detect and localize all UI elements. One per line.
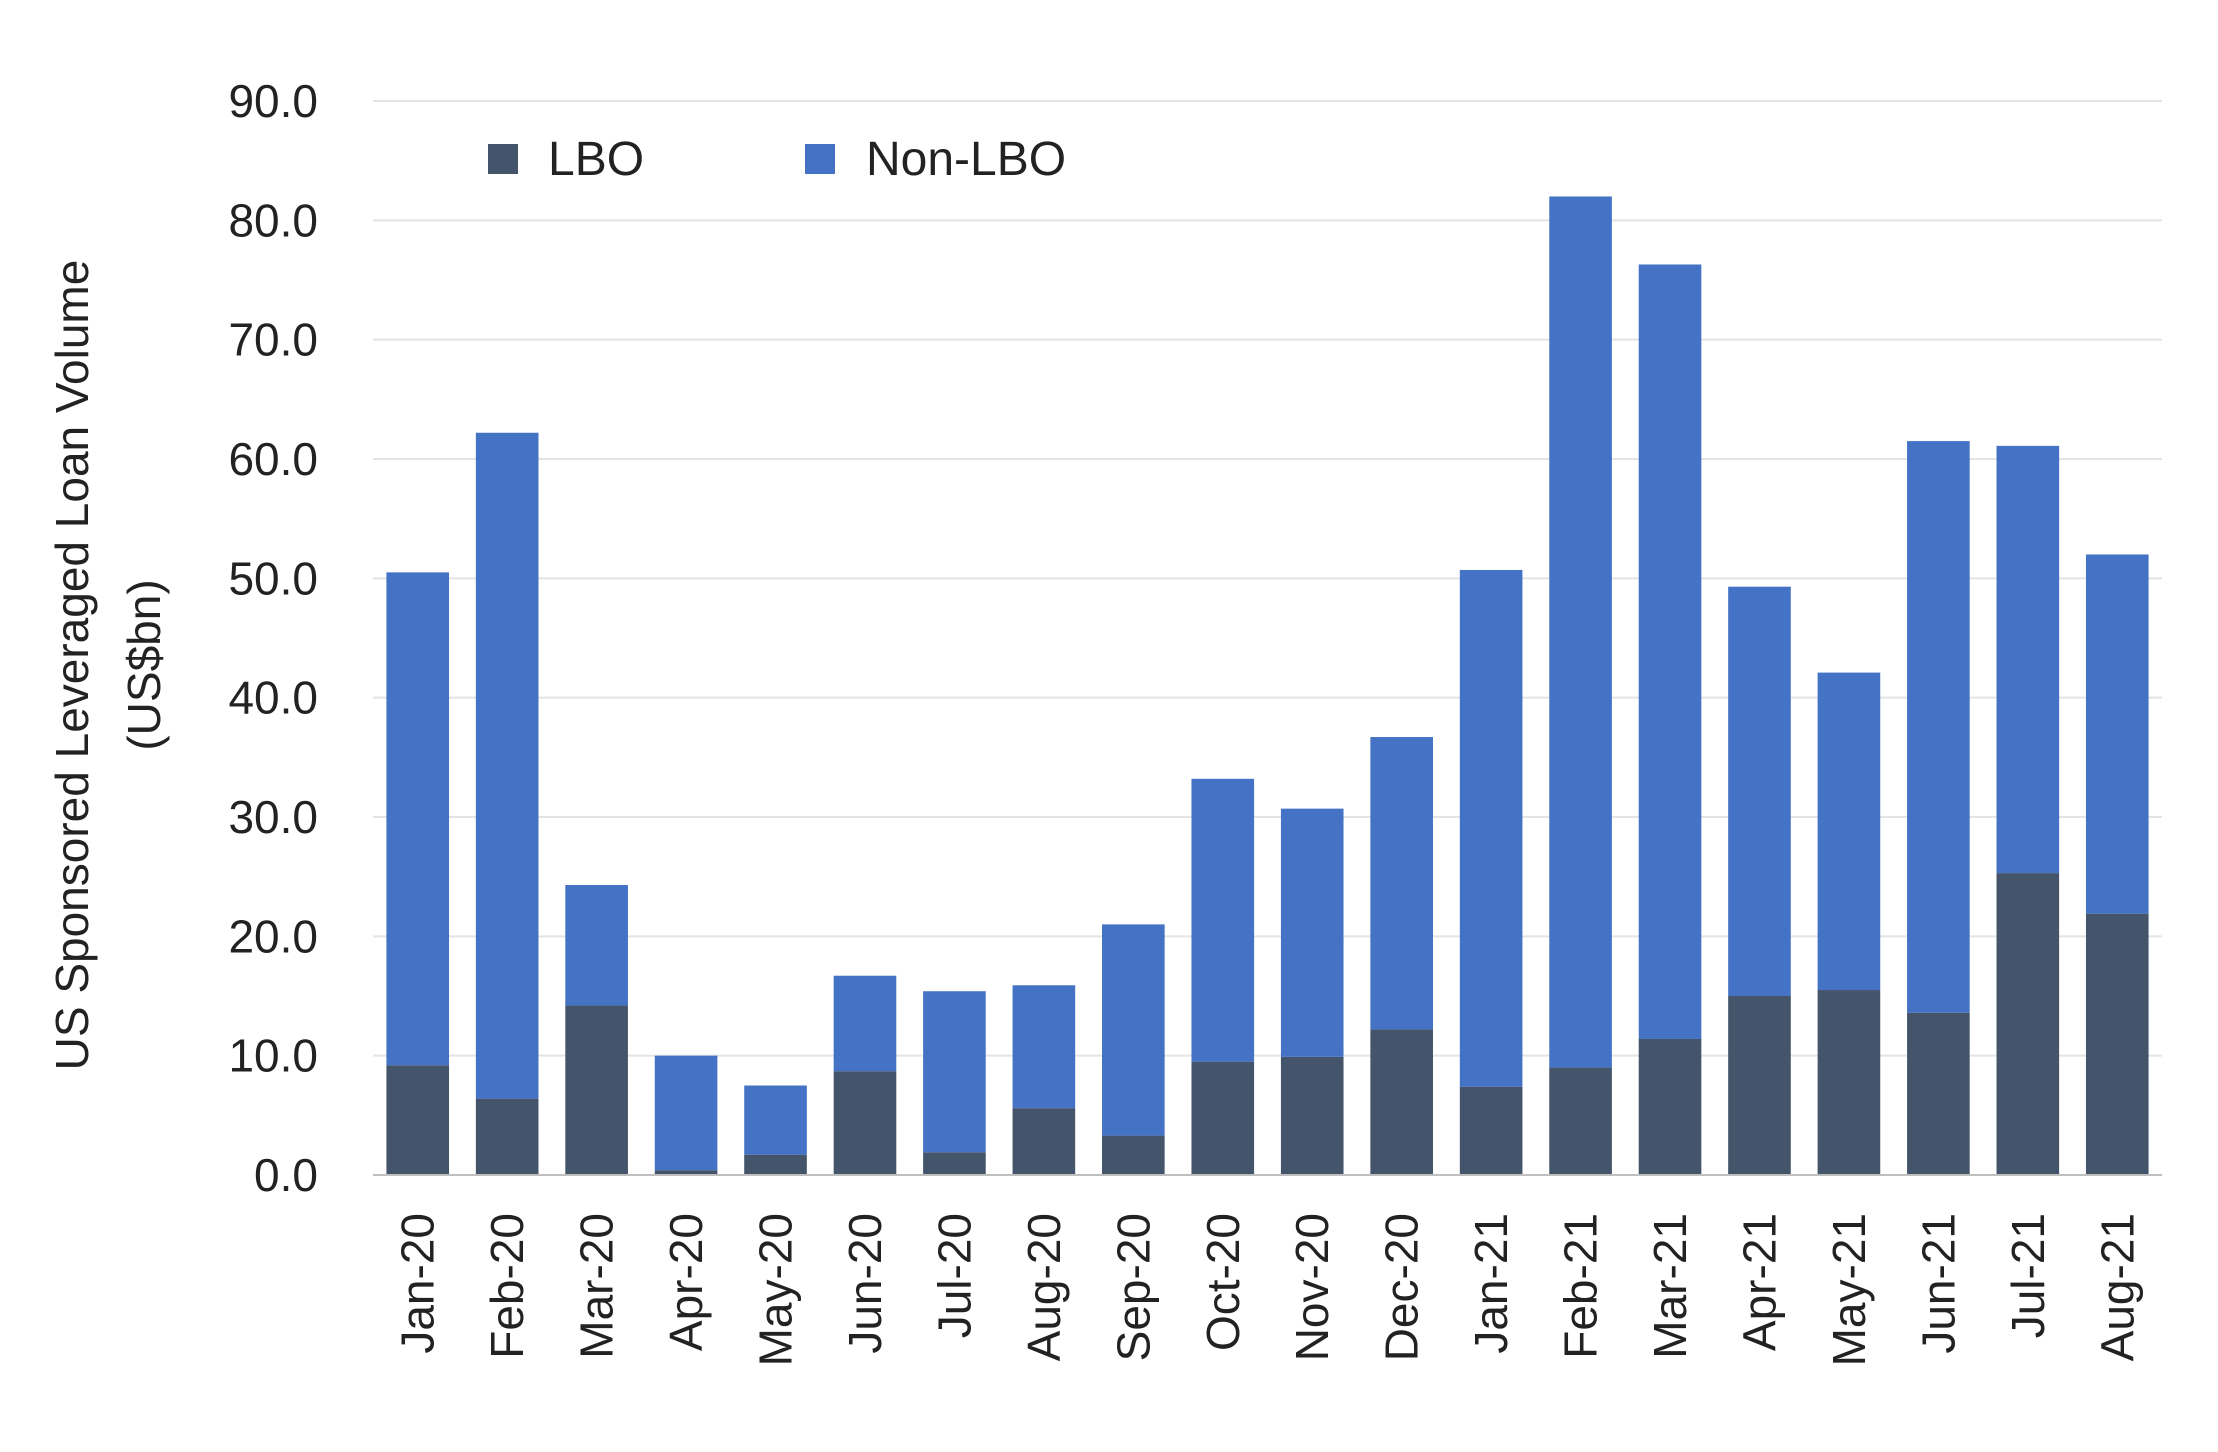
legend: LBO Non-LBO <box>488 133 1066 186</box>
bar-non-lbo-mar-20 <box>565 885 628 1006</box>
bar-lbo-jan-21 <box>1459 1086 1523 1175</box>
bar-non-lbo-nov-20 <box>1280 808 1344 1057</box>
bar-lbo-oct-20 <box>1191 1061 1255 1175</box>
x-tick-label: Nov-20 <box>1286 1213 1338 1361</box>
bar-lbo-feb-21 <box>1549 1067 1612 1175</box>
bar-non-lbo-dec-20 <box>1370 737 1433 1030</box>
bar-non-lbo-may-21 <box>1817 672 1881 991</box>
bar-lbo-aug-20 <box>1012 1108 1076 1175</box>
x-tick-label: Dec-20 <box>1376 1213 1428 1361</box>
y-tick-label: 30.0 <box>228 791 318 843</box>
bar-non-lbo-aug-21 <box>2085 554 2149 914</box>
bar-lbo-may-20 <box>744 1154 807 1175</box>
legend-label-non-lbo: Non-LBO <box>866 133 1066 186</box>
bar-lbo-sep-20 <box>1102 1135 1165 1175</box>
bar-lbo-nov-20 <box>1280 1056 1344 1175</box>
bar-lbo-mar-20 <box>565 1005 628 1175</box>
bar-lbo-apr-20 <box>654 1170 718 1175</box>
bar-non-lbo-feb-21 <box>1549 196 1612 1068</box>
bar-non-lbo-feb-20 <box>475 432 539 1099</box>
bars <box>386 196 2149 1175</box>
bar-non-lbo-apr-21 <box>1728 586 1791 996</box>
y-tick-label: 70.0 <box>228 314 318 366</box>
y-tick-label: 40.0 <box>228 672 318 724</box>
x-tick-label: May-21 <box>1823 1213 1875 1366</box>
bar-lbo-dec-20 <box>1370 1029 1433 1175</box>
x-axis-tick-labels: Jan-20 Feb-20 Mar-20 Apr-20 May-20 Jun-20 Jul-… <box>392 1213 2144 1366</box>
x-tick-label: Aug-20 <box>1018 1213 1070 1361</box>
y-axis-title: US Sponsored Leveraged Loan Volume (US$b… <box>46 260 170 1071</box>
y-tick-label: 10.0 <box>228 1030 318 1082</box>
y-tick-label: 60.0 <box>228 433 318 485</box>
bar-non-lbo-jan-20 <box>386 572 450 1066</box>
x-tick-label: Jan-20 <box>392 1213 444 1354</box>
y-axis-title-line2: (US$bn) <box>118 579 170 750</box>
y-tick-label: 80.0 <box>228 194 318 246</box>
bar-non-lbo-oct-20 <box>1191 778 1255 1062</box>
bar-non-lbo-may-20 <box>744 1085 807 1155</box>
legend-swatch-non-lbo <box>805 144 835 174</box>
bar-lbo-mar-21 <box>1638 1038 1702 1175</box>
bar-lbo-jun-21 <box>1907 1012 1970 1175</box>
legend-label-lbo: LBO <box>548 133 644 186</box>
bar-lbo-feb-20 <box>475 1098 539 1175</box>
bar-non-lbo-jun-20 <box>833 975 897 1072</box>
bar-lbo-jul-21 <box>1996 873 2060 1175</box>
x-tick-label: Sep-20 <box>1107 1213 1159 1361</box>
bar-lbo-jan-20 <box>386 1065 450 1175</box>
x-tick-label: Mar-21 <box>1644 1213 1696 1359</box>
bar-non-lbo-jun-21 <box>1907 441 1970 1013</box>
x-tick-label: Jun-20 <box>839 1213 891 1354</box>
x-tick-label: May-20 <box>750 1213 802 1366</box>
y-tick-label: 20.0 <box>228 910 318 962</box>
legend-swatch-lbo <box>488 144 518 174</box>
bar-non-lbo-jul-21 <box>1996 445 2060 874</box>
x-tick-label: Feb-21 <box>1555 1213 1607 1359</box>
bar-non-lbo-sep-20 <box>1102 924 1165 1136</box>
x-tick-label: Jan-21 <box>1465 1213 1517 1354</box>
x-tick-label: Feb-20 <box>481 1213 533 1359</box>
x-tick-label: Mar-20 <box>571 1213 623 1359</box>
x-tick-label: Jun-21 <box>1912 1213 1964 1354</box>
y-axis-title-line1: US Sponsored Leveraged Loan Volume <box>46 260 98 1071</box>
gridlines <box>373 100 2162 1057</box>
bar-non-lbo-jan-21 <box>1459 569 1523 1087</box>
y-tick-label: 0.0 <box>254 1149 318 1201</box>
x-tick-label: Jul-21 <box>2002 1213 2054 1338</box>
x-tick-label: Aug-21 <box>2091 1213 2143 1361</box>
bar-lbo-jun-20 <box>833 1071 897 1175</box>
bar-lbo-jul-20 <box>923 1152 986 1175</box>
x-tick-label: Jul-20 <box>928 1213 980 1338</box>
bar-non-lbo-jul-20 <box>923 991 986 1153</box>
bar-non-lbo-mar-21 <box>1638 264 1702 1039</box>
y-tick-label: 50.0 <box>228 552 318 604</box>
x-tick-label: Oct-20 <box>1197 1213 1249 1351</box>
bar-lbo-apr-21 <box>1728 996 1791 1175</box>
bar-lbo-aug-21 <box>2085 913 2149 1175</box>
x-tick-label: Apr-21 <box>1733 1213 1785 1351</box>
y-tick-label: 90.0 <box>228 75 318 127</box>
bar-non-lbo-apr-20 <box>654 1055 718 1171</box>
x-tick-label: Apr-20 <box>660 1213 712 1351</box>
bar-non-lbo-aug-20 <box>1012 985 1076 1109</box>
bar-lbo-may-21 <box>1817 990 1881 1175</box>
y-axis-tick-labels: 0.0 10.0 20.0 30.0 40.0 50.0 60.0 70.0 80.0 90.0 <box>228 75 318 1201</box>
